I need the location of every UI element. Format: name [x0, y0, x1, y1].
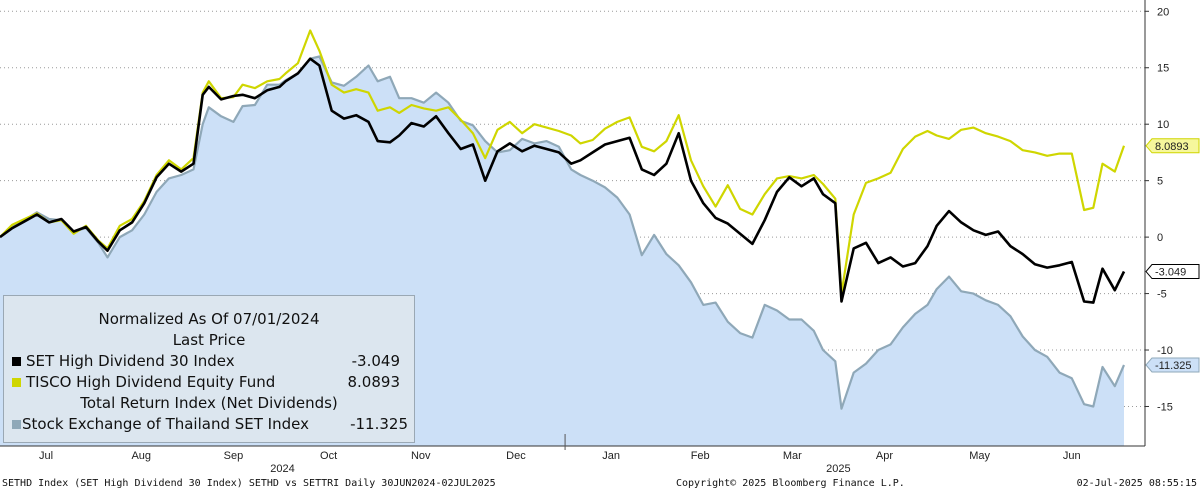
- legend-title: Normalized As Of 07/01/2024: [98, 310, 320, 328]
- y-tick-label: 0: [1157, 232, 1163, 244]
- footer-timestamp: 02-Jul-2025 08:55:15: [1076, 478, 1197, 489]
- x-axis-ticks: Jul Aug Sep Oct Nov Dec Jan Feb Mar Apr May Jun 2024…: [39, 434, 1081, 474]
- legend-value: -3.049: [351, 352, 400, 370]
- y-tick-label: 15: [1157, 63, 1169, 75]
- x-month-label: May: [969, 450, 990, 462]
- x-month-label: Jan: [602, 450, 620, 462]
- last-value-label: -3.049: [1155, 267, 1186, 279]
- y-tick-label: 10: [1157, 119, 1169, 131]
- series-lines: [0, 29, 1126, 410]
- legend-value: 8.0893: [347, 373, 401, 391]
- legend-swatch-settri: [12, 420, 21, 429]
- y-tick-label: 20: [1157, 6, 1169, 18]
- legend-item-sethd: SET High Dividend 30 Index -3.049: [4, 350, 414, 372]
- x-month-label: Aug: [131, 450, 151, 462]
- y-tick-label: 5: [1157, 176, 1163, 188]
- x-year-label: 2024: [270, 463, 294, 474]
- legend-name: SET High Dividend 30 Index: [26, 352, 235, 370]
- x-month-label: Apr: [876, 450, 893, 462]
- last-value-label: -11.325: [1155, 360, 1192, 372]
- last-value-tags: -11.325 8.0893 -3.049: [1145, 138, 1200, 373]
- footer-bar: SETHD Index (SET High Dividend 30 Index)…: [0, 474, 1200, 493]
- legend-name: Stock Exchange of Thailand SET Index: [22, 415, 309, 433]
- legend-name: TISCO High Dividend Equity Fund: [26, 373, 276, 391]
- legend-box: Normalized As Of 07/01/2024 Last Price S…: [3, 295, 415, 443]
- last-value-tag: -11.325: [1145, 357, 1200, 373]
- legend-subtitle: Last Price: [172, 331, 246, 349]
- x-year-label: 2025: [826, 463, 850, 474]
- footer-security-info: SETHD Index (SET High Dividend 30 Index)…: [2, 478, 496, 489]
- legend-value: -11.325: [350, 415, 408, 433]
- x-month-label: Dec: [506, 450, 526, 462]
- y-tick-label: -15: [1157, 401, 1173, 413]
- x-month-label: Oct: [320, 450, 337, 462]
- last-value-tag: 8.0893: [1145, 138, 1200, 154]
- y-tick-label: -10: [1157, 345, 1173, 357]
- x-month-label: Mar: [783, 450, 802, 462]
- x-month-label: Jun: [1063, 450, 1081, 462]
- y-axis-ticks: -15 -10 -5 0 5 10 15 20: [1145, 6, 1173, 413]
- x-month-label: Feb: [691, 450, 710, 462]
- x-month-label: Jul: [39, 450, 53, 462]
- last-value-box: [1145, 264, 1200, 280]
- legend-group-label: Total Return Index (Net Dividends): [80, 394, 338, 412]
- series-line: [0, 57, 1126, 304]
- last-value-tag: -3.049: [1145, 264, 1200, 280]
- x-month-label: Nov: [411, 450, 431, 462]
- last-value-box: [1145, 138, 1200, 154]
- legend-item-tisco: TISCO High Dividend Equity Fund 8.0893: [4, 371, 414, 393]
- footer-copyright: Copyright© 2025 Bloomberg Finance L.P.: [676, 478, 905, 489]
- last-value-box: [1145, 357, 1200, 373]
- legend-item-settri: Stock Exchange of Thailand SET Index -11…: [4, 413, 414, 435]
- x-month-label: Sep: [224, 450, 244, 462]
- last-value-label: 8.0893: [1155, 141, 1189, 153]
- y-tick-label: -5: [1157, 289, 1167, 301]
- legend-swatch-tisco: [12, 378, 21, 387]
- legend-swatch-sethd: [12, 357, 21, 366]
- series-line: [0, 55, 1126, 410]
